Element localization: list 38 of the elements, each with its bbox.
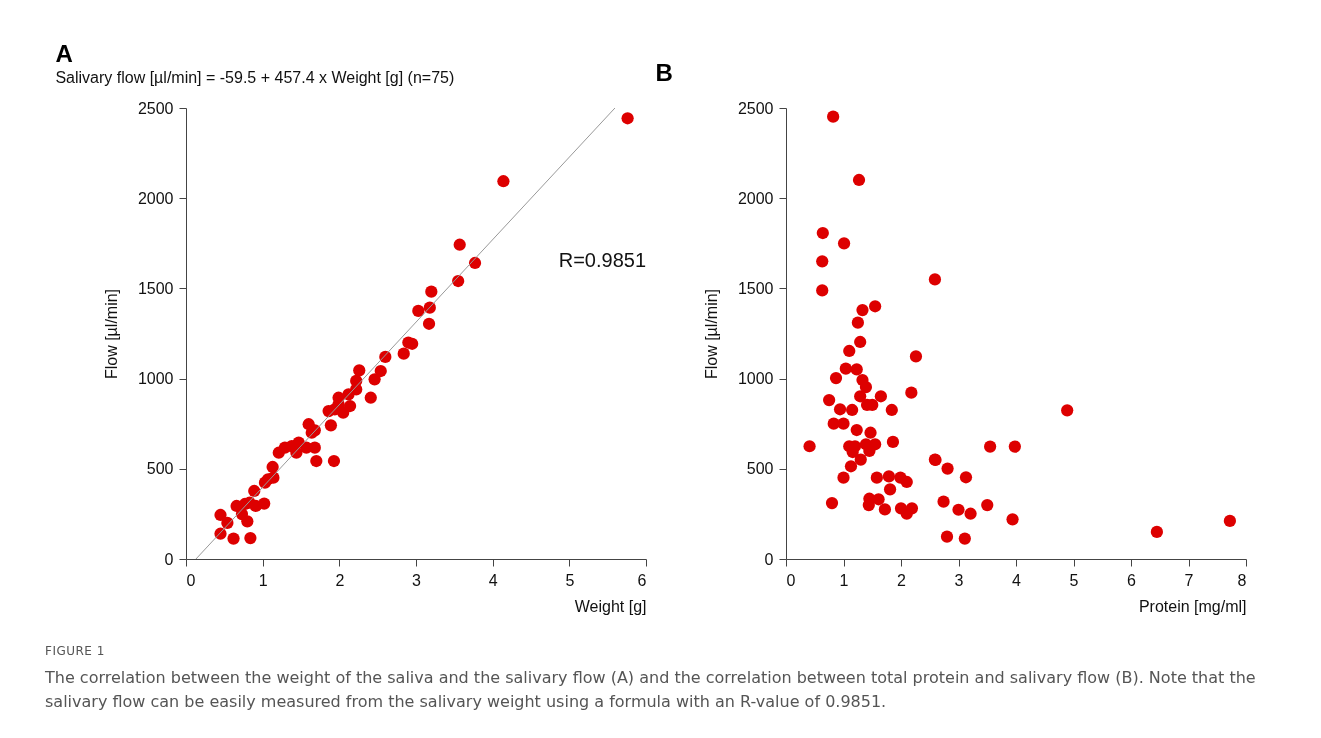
- x-tick-label: 3: [412, 571, 422, 589]
- x-tick-label: 5: [1069, 571, 1079, 589]
- x-tick-label: 4: [1012, 571, 1022, 589]
- x-tick-label: 3: [954, 571, 964, 589]
- text: The correlation between the weight of the saliva and the salivary flow (A) and the correlation between total protein and salivary flow (B). Note that the salivary flow can be easily measured from the salivary weight using a formula with an R-value of 0.9851.: [45, 667, 1257, 713]
- y-tick-label: 0: [164, 550, 174, 568]
- x-tick-label: 1: [258, 571, 268, 589]
- y-axis-title: Flow [µl/min]: [102, 288, 120, 380]
- x-tick-label: 5: [565, 571, 575, 589]
- x-tick-label: 2: [335, 571, 345, 589]
- x-tick-label: 6: [1127, 571, 1137, 589]
- x-tick-label: 1: [839, 571, 849, 589]
- x-tick-label: 6: [637, 571, 647, 589]
- y-tick-label: 2000: [737, 189, 774, 207]
- annotation: R=0.9851: [558, 249, 646, 272]
- chart-title: B: [655, 59, 673, 86]
- x-tick-label: 7: [1184, 571, 1194, 589]
- caption: FIGURE 1: [45, 644, 106, 658]
- y-tick-label: 2500: [137, 99, 174, 117]
- y-tick-label: 500: [746, 460, 774, 478]
- y-axis-title: Flow [µl/min]: [702, 288, 720, 380]
- x-tick-label: 0: [786, 571, 796, 589]
- y-tick-label: 2000: [137, 189, 174, 207]
- y-tick-label: 500: [146, 460, 174, 478]
- x-tick-label: 0: [186, 571, 196, 589]
- y-tick-label: 1000: [137, 370, 174, 388]
- y-tick-label: 1500: [137, 279, 174, 297]
- x-tick-label: 4: [488, 571, 498, 589]
- y-tick-label: 1000: [737, 370, 774, 388]
- x-tick-label: 2: [897, 571, 907, 589]
- y-tick-label: 1500: [737, 279, 774, 297]
- x-tick-label: 8: [1237, 571, 1247, 589]
- y-tick-label: 2500: [737, 99, 774, 117]
- y-tick-label: 0: [764, 550, 774, 568]
- chart-subtitle: Salivary flow [µl/min] = -59.5 + 457.4 x Weight [g] (n=75): [55, 69, 455, 86]
- x-axis-title: Protein [mg/ml]: [1138, 597, 1247, 615]
- chart-title: A: [55, 40, 73, 67]
- x-axis-title: Weight [g]: [574, 597, 647, 615]
